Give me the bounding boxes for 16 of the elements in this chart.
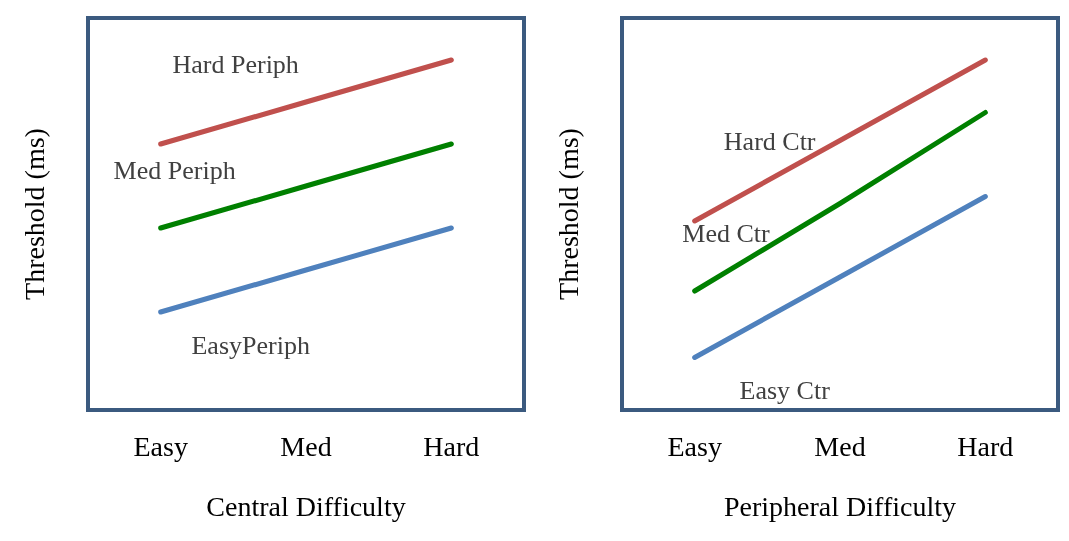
series-label: Med Ctr <box>682 218 770 248</box>
x-axis-title: Central Difficulty <box>206 490 406 522</box>
x-tick-label: Easy <box>133 430 188 462</box>
x-tick-label: Med <box>280 430 332 462</box>
x-axis-title: Peripheral Difficulty <box>724 490 956 522</box>
series-label: Hard Ctr <box>723 126 816 156</box>
x-tick-label: Hard <box>423 430 480 462</box>
series-label: Med Periph <box>113 155 236 185</box>
x-tick-label: Med <box>814 430 866 462</box>
x-tick-label: Hard <box>957 430 1014 462</box>
series-label: Hard Periph <box>172 49 299 79</box>
y-axis-title: Threshold (ms) <box>552 128 584 300</box>
series-label: EasyPeriph <box>191 330 310 360</box>
series-label: Easy Ctr <box>739 376 831 405</box>
x-tick-label: Easy <box>667 430 722 462</box>
y-axis-title: Threshold (ms) <box>18 128 50 300</box>
